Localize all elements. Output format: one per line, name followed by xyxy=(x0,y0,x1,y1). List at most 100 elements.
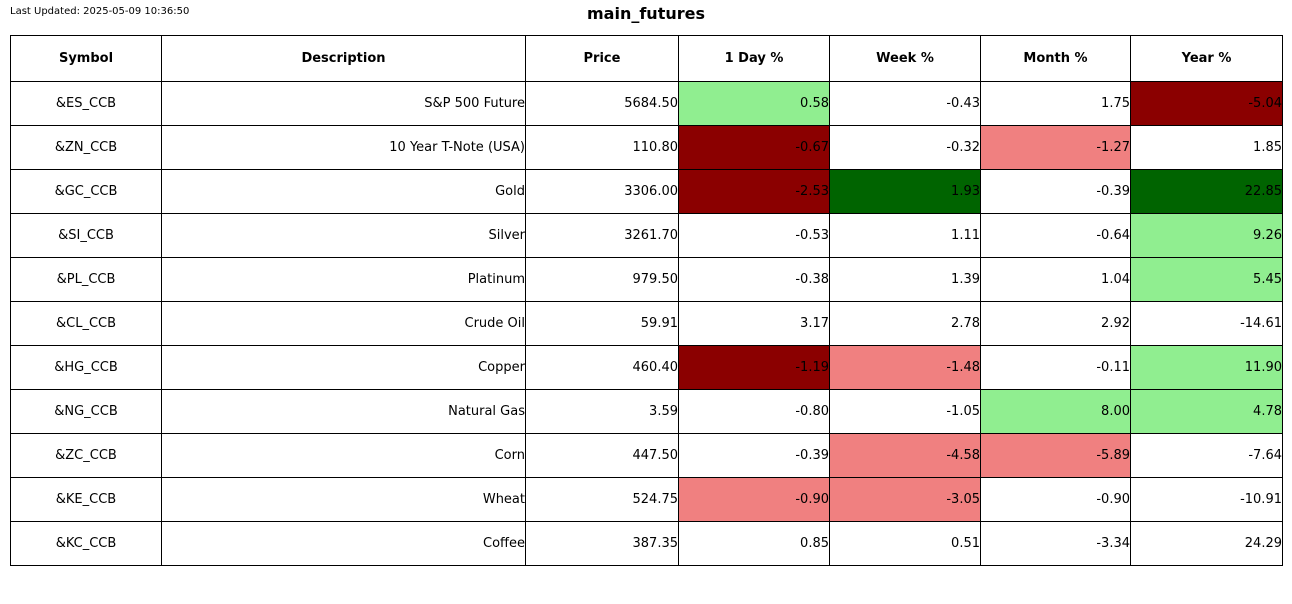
description-cell: Platinum xyxy=(161,257,526,302)
table-row: &GC_CCB Gold 3306.00 -2.53 1.93 -0.39 22.85 xyxy=(10,169,1283,214)
1day-pct-cell: 3.17 xyxy=(678,301,830,346)
year-pct-cell: 5.45 xyxy=(1130,257,1283,302)
description-cell: Natural Gas xyxy=(161,389,526,434)
year-pct-cell: 1.85 xyxy=(1130,125,1283,170)
week-pct-cell: 1.39 xyxy=(829,257,981,302)
year-pct-cell: 24.29 xyxy=(1130,521,1283,566)
week-pct-cell: 0.51 xyxy=(829,521,981,566)
price-cell: 3261.70 xyxy=(525,213,679,258)
1day-pct-cell: 0.85 xyxy=(678,521,830,566)
week-pct-cell: -1.05 xyxy=(829,389,981,434)
description-cell: 10 Year T-Note (USA) xyxy=(161,125,526,170)
month-pct-cell: -0.39 xyxy=(980,169,1131,214)
column-header-symbol: Symbol xyxy=(10,35,162,82)
week-pct-cell: -4.58 xyxy=(829,433,981,478)
1day-pct-cell: 0.58 xyxy=(678,81,830,126)
1day-pct-cell: -2.53 xyxy=(678,169,830,214)
symbol-cell: &ZC_CCB xyxy=(10,433,162,478)
1day-pct-cell: -0.38 xyxy=(678,257,830,302)
table-body: &ES_CCB S&P 500 Future 5684.50 0.58 -0.43 1.7… xyxy=(10,81,1283,566)
week-pct-cell: -0.43 xyxy=(829,81,981,126)
week-pct-cell: -1.48 xyxy=(829,345,981,390)
price-cell: 110.80 xyxy=(525,125,679,170)
symbol-cell: &ES_CCB xyxy=(10,81,162,126)
table-row: &HG_CCB Copper 460.40 -1.19 -1.48 -0.11 11.90 xyxy=(10,345,1283,390)
table-row: &NG_CCB Natural Gas 3.59 -0.80 -1.05 8.00 4.78 xyxy=(10,389,1283,434)
table-row: &CL_CCB Crude Oil 59.91 3.17 2.78 2.92 -14.61 xyxy=(10,301,1283,346)
month-pct-cell: -1.27 xyxy=(980,125,1131,170)
column-header-price: Price xyxy=(525,35,679,82)
table-row: &ZC_CCB Corn 447.50 -0.39 -4.58 -5.89 -7.64 xyxy=(10,433,1283,478)
month-pct-cell: -0.11 xyxy=(980,345,1131,390)
symbol-cell: &ZN_CCB xyxy=(10,125,162,170)
month-pct-cell: -3.34 xyxy=(980,521,1131,566)
price-cell: 59.91 xyxy=(525,301,679,346)
year-pct-cell: -14.61 xyxy=(1130,301,1283,346)
price-cell: 387.35 xyxy=(525,521,679,566)
month-pct-cell: -5.89 xyxy=(980,433,1131,478)
column-header-description: Description xyxy=(161,35,526,82)
symbol-cell: &GC_CCB xyxy=(10,169,162,214)
table-row: &KC_CCB Coffee 387.35 0.85 0.51 -3.34 24.29 xyxy=(10,521,1283,566)
price-cell: 5684.50 xyxy=(525,81,679,126)
description-cell: Gold xyxy=(161,169,526,214)
year-pct-cell: -10.91 xyxy=(1130,477,1283,522)
description-cell: Coffee xyxy=(161,521,526,566)
1day-pct-cell: -0.90 xyxy=(678,477,830,522)
month-pct-cell: 1.75 xyxy=(980,81,1131,126)
price-cell: 3.59 xyxy=(525,389,679,434)
page-title: main_futures xyxy=(587,4,705,23)
1day-pct-cell: -1.19 xyxy=(678,345,830,390)
price-cell: 3306.00 xyxy=(525,169,679,214)
year-pct-cell: 9.26 xyxy=(1130,213,1283,258)
1day-pct-cell: -0.67 xyxy=(678,125,830,170)
month-pct-cell: -0.64 xyxy=(980,213,1131,258)
description-cell: Crude Oil xyxy=(161,301,526,346)
table-header-row: Symbol Description Price 1 Day % Week % … xyxy=(10,35,1283,82)
week-pct-cell: 1.93 xyxy=(829,169,981,214)
symbol-cell: &CL_CCB xyxy=(10,301,162,346)
description-cell: Silver xyxy=(161,213,526,258)
description-cell: S&P 500 Future xyxy=(161,81,526,126)
year-pct-cell: 11.90 xyxy=(1130,345,1283,390)
description-cell: Copper xyxy=(161,345,526,390)
column-header-month-pct: Month % xyxy=(980,35,1131,82)
description-cell: Wheat xyxy=(161,477,526,522)
symbol-cell: &KE_CCB xyxy=(10,477,162,522)
table-row: &SI_CCB Silver 3261.70 -0.53 1.11 -0.64 9.26 xyxy=(10,213,1283,258)
symbol-cell: &SI_CCB xyxy=(10,213,162,258)
price-cell: 447.50 xyxy=(525,433,679,478)
table-row: &ZN_CCB 10 Year T-Note (USA) 110.80 -0.67 -0… xyxy=(10,125,1283,170)
futures-table: Symbol Description Price 1 Day % Week % … xyxy=(10,35,1283,566)
symbol-cell: &HG_CCB xyxy=(10,345,162,390)
week-pct-cell: 2.78 xyxy=(829,301,981,346)
last-updated-text: Last Updated: 2025-05-09 10:36:50 xyxy=(10,6,190,17)
week-pct-cell: 1.11 xyxy=(829,213,981,258)
table-row: &PL_CCB Platinum 979.50 -0.38 1.39 1.04 5.45 xyxy=(10,257,1283,302)
year-pct-cell: 4.78 xyxy=(1130,389,1283,434)
column-header-year-pct: Year % xyxy=(1130,35,1283,82)
year-pct-cell: -7.64 xyxy=(1130,433,1283,478)
month-pct-cell: -0.90 xyxy=(980,477,1131,522)
month-pct-cell: 1.04 xyxy=(980,257,1131,302)
symbol-cell: &PL_CCB xyxy=(10,257,162,302)
month-pct-cell: 8.00 xyxy=(980,389,1131,434)
price-cell: 524.75 xyxy=(525,477,679,522)
week-pct-cell: -3.05 xyxy=(829,477,981,522)
year-pct-cell: -5.04 xyxy=(1130,81,1283,126)
year-pct-cell: 22.85 xyxy=(1130,169,1283,214)
1day-pct-cell: -0.39 xyxy=(678,433,830,478)
table-row: &ES_CCB S&P 500 Future 5684.50 0.58 -0.43 1.7… xyxy=(10,81,1283,126)
week-pct-cell: -0.32 xyxy=(829,125,981,170)
price-cell: 979.50 xyxy=(525,257,679,302)
price-cell: 460.40 xyxy=(525,345,679,390)
description-cell: Corn xyxy=(161,433,526,478)
symbol-cell: &NG_CCB xyxy=(10,389,162,434)
column-header-week-pct: Week % xyxy=(829,35,981,82)
symbol-cell: &KC_CCB xyxy=(10,521,162,566)
column-header-1day-pct: 1 Day % xyxy=(678,35,830,82)
1day-pct-cell: -0.80 xyxy=(678,389,830,434)
table-row: &KE_CCB Wheat 524.75 -0.90 -3.05 -0.90 -10.91 xyxy=(10,477,1283,522)
month-pct-cell: 2.92 xyxy=(980,301,1131,346)
